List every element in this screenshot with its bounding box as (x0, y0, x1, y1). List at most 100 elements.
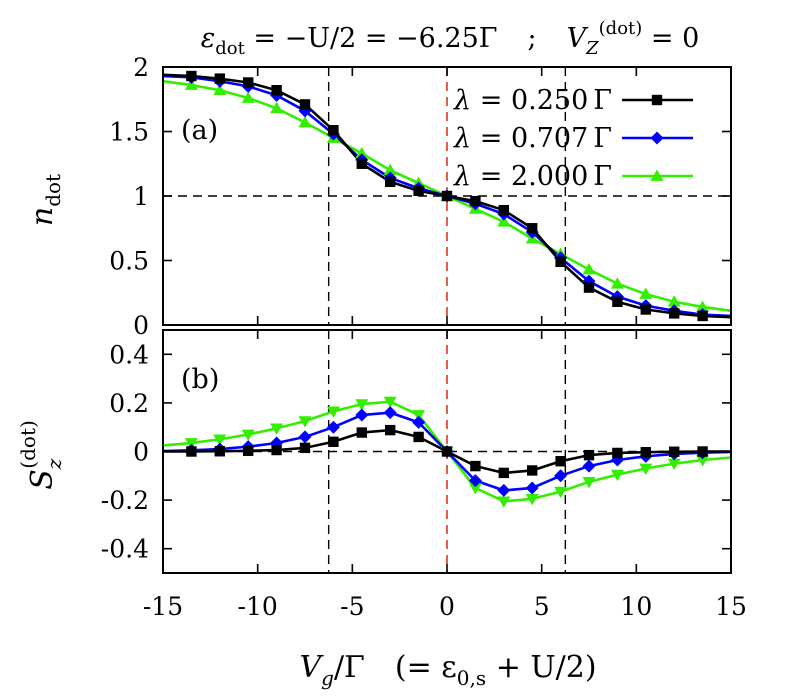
ylabel-b-sup: (dot) (16, 420, 40, 469)
series-point-b-1-11 (468, 474, 482, 488)
series-point-a-2-12 (497, 215, 511, 227)
legend-eq-2: = (471, 161, 511, 192)
ylabel-a: ndot (25, 174, 65, 226)
series-point-b-0-5 (299, 442, 311, 454)
series-point-a-0-8 (385, 176, 396, 188)
series-point-b-2-19 (696, 455, 710, 467)
series-point-b-0-9 (413, 431, 424, 443)
series-point-b-2-13 (525, 494, 539, 506)
series-point-b-1-7 (355, 408, 369, 422)
legend-value-2: 2.000 (511, 161, 588, 192)
series-point-b-0-16 (612, 447, 623, 459)
legend-lambda-1: λ (453, 123, 471, 154)
series-point-a-2-1 (184, 78, 198, 90)
legend-marker-1 (650, 131, 664, 145)
title-vz-sub: Z (585, 38, 599, 59)
series-point-b-0-13 (527, 465, 538, 476)
legend-label-1: λ = 0.707 Γ (453, 123, 612, 154)
series-point-b-2-14 (554, 486, 568, 499)
panel-b: -0.4 -0.2 0 0.2 0.4 -15 -10 -5 0 5 10 15 (b) (101, 329, 747, 621)
series-point-b-2-4 (270, 423, 284, 435)
ylabel-b: Sz(dot) (16, 420, 66, 490)
legend-value-0: 0.250 (511, 85, 588, 116)
series-point-b-0-12 (498, 467, 509, 479)
series-point-b-0-2 (214, 446, 225, 457)
ylabel-a-main: n (25, 207, 60, 226)
series-point-b-1-12 (497, 483, 511, 497)
legend-marker-2 (650, 169, 664, 181)
series-point-a-0-19 (697, 310, 708, 322)
ylabel-a-sub: dot (41, 174, 65, 207)
legend-unit-2: Γ (593, 161, 612, 192)
ytick-label-a-4: 2 (133, 53, 149, 82)
ytick-label-b-3: 0.2 (109, 389, 149, 418)
series-point-b-2-2 (213, 434, 227, 446)
series-point-a-0-18 (669, 308, 680, 319)
series-point-a-0-3 (243, 77, 254, 88)
panel-label-b: (b) (181, 364, 219, 395)
series-point-a-0-12 (498, 204, 509, 216)
series-point-a-2-3 (241, 91, 255, 103)
xtick-label-6: 15 (715, 592, 747, 621)
series-point-a-0-7 (356, 158, 367, 169)
series-point-b-2-16 (610, 469, 624, 482)
chart-title: εdot = −U/2 = −6.25Γ; VZ(dot) = 0 (201, 18, 700, 59)
panel-a: 00.511.52(a)λ = 0.250 Γλ = 0.707 Γλ = 2.00… (109, 53, 732, 340)
panel-label-a: (a) (181, 115, 218, 146)
xtick-label-0: -15 (143, 592, 183, 621)
series-point-b-2-12 (497, 496, 511, 508)
series-point-b-0-19 (697, 446, 708, 457)
title-vz-sup: (dot) (599, 18, 643, 39)
series-point-b-2-7 (355, 399, 369, 411)
series-point-a-2-16 (610, 277, 624, 289)
series-point-a-0-2 (214, 73, 225, 84)
xlabel-v: V (299, 650, 324, 685)
series-point-a-2-5 (298, 115, 312, 128)
ytick-label-b-2: 0 (133, 438, 149, 467)
ytick-label-a-2: 1 (133, 182, 149, 211)
series-point-a-2-2 (213, 83, 227, 96)
series-point-a-2-15 (582, 263, 596, 275)
title-eq1: = −U/2 = −6.25Γ (245, 23, 498, 54)
legend-lambda-0: λ (453, 85, 471, 116)
title-eps-sub: dot (215, 38, 245, 59)
ytick-label-b-1: -0.2 (101, 486, 149, 515)
series-point-b-0-18 (669, 446, 680, 457)
xtick-label-5: 10 (620, 592, 652, 621)
series-point-a-0-10 (441, 190, 453, 202)
series-point-b-2-11 (468, 483, 482, 495)
legend-eq-0: = (471, 85, 511, 116)
legend-marker-0 (651, 94, 663, 106)
series-point-a-2-17 (639, 287, 653, 299)
ytick-label-a-3: 1.5 (109, 118, 149, 147)
legend-label-2: λ = 2.000 Γ (453, 161, 612, 192)
series-point-b-0-10 (441, 446, 453, 457)
ytick-label-a-1: 0.5 (109, 247, 149, 276)
series-point-b-0-8 (385, 424, 396, 436)
ylabel-b-sub: z (42, 458, 66, 470)
xtick-label-3: 0 (439, 592, 455, 621)
series-point-b-2-6 (326, 406, 340, 418)
series-point-b-0-11 (470, 460, 481, 472)
series-point-b-1-9 (412, 415, 426, 429)
legend-value-1: 0.707 (511, 123, 588, 154)
series-point-b-2-5 (298, 416, 312, 428)
series-point-a-0-4 (271, 85, 282, 96)
series-point-b-0-14 (555, 456, 566, 467)
xtick-label-2: -5 (340, 592, 364, 621)
xtick-label-1: -10 (238, 592, 278, 621)
legend-unit-1: Γ (593, 123, 612, 154)
series-point-b-0-7 (356, 427, 367, 438)
series-point-a-0-5 (299, 99, 311, 110)
series-point-b-0-17 (640, 447, 651, 458)
xlabel: Vg/Γ (= ε0,s + U/2) (299, 650, 596, 690)
xtick-label-4: 5 (534, 592, 550, 621)
ylabel-b-main: S (25, 469, 60, 490)
title-vz: V (567, 23, 589, 54)
series-point-a-0-11 (470, 195, 481, 207)
series-point-a-2-8 (383, 163, 397, 176)
series-point-a-0-16 (612, 296, 623, 307)
series-point-a-0-15 (583, 282, 595, 293)
series-point-b-1-15 (582, 459, 596, 473)
